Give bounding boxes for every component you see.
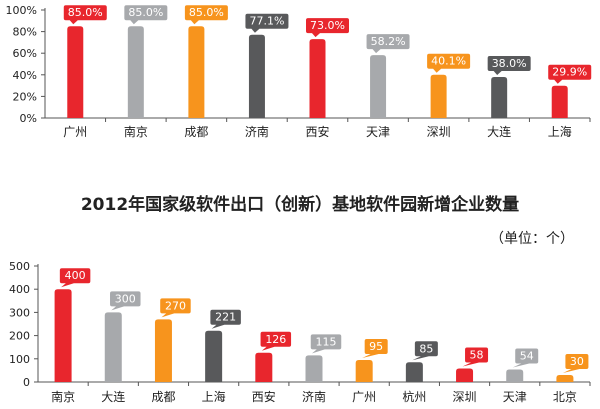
category-label: 深圳 (427, 125, 451, 139)
y-tick-label: 100 (9, 353, 30, 366)
bar (205, 330, 223, 382)
category-label: 西安 (252, 389, 276, 404)
data-label: 126 (265, 333, 286, 346)
data-label: 115 (316, 335, 337, 348)
bar (54, 289, 72, 382)
value-callout (462, 347, 489, 367)
category-label: 杭州 (402, 389, 426, 404)
bar (355, 359, 373, 382)
value-callout (110, 291, 141, 311)
category-label: 南京 (51, 389, 75, 404)
unit-label: （单位：个） (490, 231, 574, 247)
y-tick-label: 100% (6, 4, 37, 17)
y-tick-label: 300 (9, 306, 30, 319)
category-label: 上海 (548, 124, 572, 139)
value-callout (562, 354, 589, 374)
bar (491, 76, 508, 118)
value-callout (512, 348, 539, 368)
category-label: 深圳 (453, 390, 477, 404)
bar (67, 26, 84, 119)
category-label: 济南 (245, 124, 269, 139)
category-label: 北京 (553, 390, 577, 404)
bar (309, 39, 326, 118)
data-label: 300 (115, 292, 136, 305)
bar (405, 362, 423, 382)
value-callout (306, 18, 349, 38)
data-label: 85.0% (189, 6, 224, 19)
completion-rate-chart: 0% 20% 40% 60% 80% 100% 广州 85.0% 南京 85.0% 成都 85.0% 济… (6, 4, 592, 139)
y-tick-label: 40% (13, 69, 37, 82)
value-callout (366, 34, 410, 54)
y-tick-label: 0 (23, 376, 30, 389)
value-callout (412, 341, 438, 361)
bar (248, 34, 265, 119)
value-callout (245, 13, 289, 33)
data-label: 400 (65, 269, 86, 282)
data-label: 77.1% (249, 15, 284, 28)
y-tick-label: 60% (13, 47, 37, 60)
bar (154, 319, 172, 382)
y-tick-label: 20% (13, 90, 37, 103)
data-label: 40.1% (431, 55, 466, 68)
value-callout (59, 268, 91, 288)
data-label: 270 (165, 299, 186, 312)
category-label: 成都 (184, 125, 208, 139)
y-tick-label: 80% (13, 26, 37, 39)
bar (255, 352, 273, 382)
category-label: 天津 (366, 125, 390, 139)
bar (430, 74, 447, 118)
y-tick-label: 0% (20, 112, 37, 125)
value-callout (210, 309, 241, 329)
category-label: 西安 (305, 124, 329, 139)
data-label: 85.0% (128, 6, 163, 19)
bar (506, 369, 524, 382)
chart-title: 2012年国家级软件出口（创新）基地软件园新增企业数量 (80, 195, 520, 215)
category-label: 广州 (63, 125, 87, 139)
value-callout (63, 5, 107, 25)
value-callout (427, 53, 471, 73)
bar (305, 355, 323, 382)
category-label: 济南 (302, 389, 326, 404)
value-callout (260, 331, 292, 351)
value-callout (548, 64, 592, 84)
y-tick-label: 500 (9, 260, 30, 273)
y-tick-label: 200 (9, 330, 30, 343)
category-label: 大连 (101, 389, 125, 404)
category-label: 成都 (151, 390, 175, 404)
bar (127, 26, 144, 119)
value-callout (184, 5, 228, 25)
bar (188, 26, 205, 119)
bar (456, 368, 474, 382)
bar (556, 375, 574, 382)
data-label: 38.0% (492, 57, 527, 70)
new-enterprises-chart: 0 100 200 300 400 500 南京 400 大连 300 成都 270 上海 221 西安 12… (9, 260, 591, 404)
category-label: 天津 (503, 390, 527, 404)
value-callout (124, 5, 168, 25)
data-label: 30 (570, 355, 584, 368)
data-label: 221 (215, 311, 236, 324)
data-label: 95 (369, 340, 383, 353)
category-label: 广州 (352, 390, 376, 404)
data-label: 58.2% (371, 35, 406, 48)
value-callout (310, 334, 342, 354)
data-label: 29.9% (552, 66, 587, 79)
data-label: 85 (419, 342, 433, 355)
data-label: 85.0% (68, 6, 103, 19)
category-label: 南京 (124, 124, 148, 139)
bar (551, 85, 568, 118)
bar (370, 55, 387, 118)
y-tick-label: 400 (9, 283, 30, 296)
data-label: 54 (520, 349, 534, 362)
category-label: 大连 (487, 124, 511, 139)
data-label: 73.0% (310, 19, 345, 32)
bar (104, 312, 122, 382)
value-callout (487, 55, 531, 75)
value-callout (160, 298, 191, 318)
data-label: 58 (470, 349, 484, 362)
category-label: 上海 (202, 389, 226, 404)
value-callout (362, 338, 388, 358)
